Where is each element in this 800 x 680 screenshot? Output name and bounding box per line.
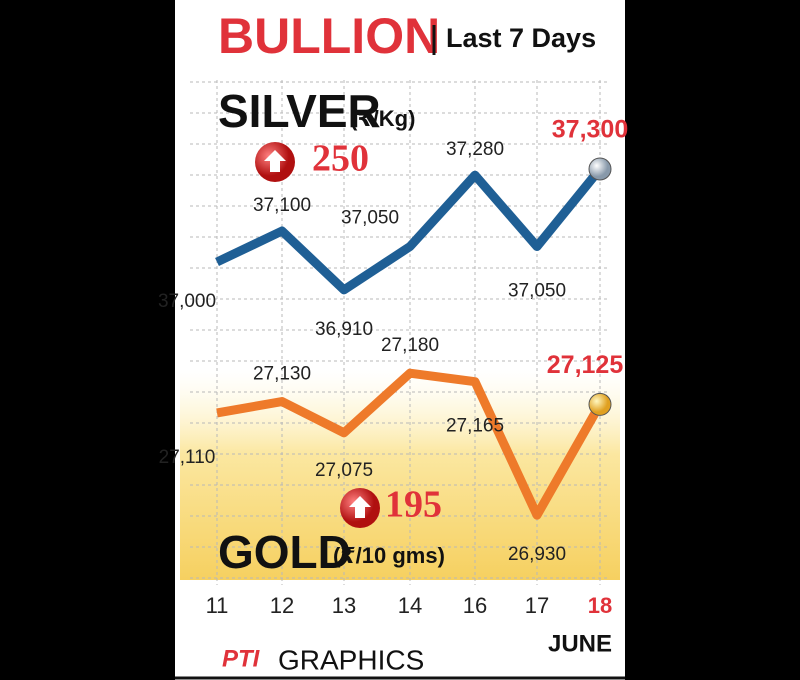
data-label: 27,165 <box>446 416 504 437</box>
x-tick-label: 16 <box>463 593 487 618</box>
data-label: 37,300 <box>552 116 628 144</box>
up-arrow <box>349 496 371 518</box>
data-label: 26,930 <box>508 544 566 565</box>
up-arrow <box>264 150 286 172</box>
x-tick-label: 13 <box>332 593 356 618</box>
data-label: 27,125 <box>547 351 624 379</box>
x-tick-label: 18 <box>588 593 612 618</box>
data-label: 27,180 <box>381 335 439 356</box>
subtitle: Last 7 Days <box>446 23 596 53</box>
series-unit: (₹/10 gms) <box>333 543 445 568</box>
data-label: 37,050 <box>508 281 566 302</box>
x-axis-label: JUNE <box>548 630 612 657</box>
data-label: 36,910 <box>315 319 373 340</box>
data-label: 37,050 <box>341 208 399 229</box>
data-label: 27,110 <box>159 447 216 468</box>
series-name: SILVER <box>218 85 381 137</box>
x-tick-label: 11 <box>206 593 229 618</box>
grid <box>190 80 610 585</box>
change-value: 250 <box>312 138 369 180</box>
end-point <box>588 392 612 416</box>
source-logo: PTI <box>222 645 261 672</box>
change-value: 195 <box>385 484 442 526</box>
data-label: 27,130 <box>253 364 311 385</box>
data-label: 37,100 <box>253 195 311 216</box>
end-point <box>588 157 612 181</box>
x-tick-label: 14 <box>398 593 422 618</box>
title: BULLION <box>218 8 440 64</box>
source: GRAPHICS <box>278 644 424 675</box>
series-unit: (₹/Kg) <box>350 106 415 131</box>
series-name: GOLD <box>218 526 351 578</box>
x-tick-label: 12 <box>270 593 294 618</box>
line <box>216 368 604 520</box>
data-label: 37,000 <box>158 291 216 312</box>
x-tick-label: 17 <box>525 593 549 618</box>
data-label: 27,075 <box>315 460 373 481</box>
data-label: 37,280 <box>446 139 504 160</box>
line <box>215 166 604 295</box>
